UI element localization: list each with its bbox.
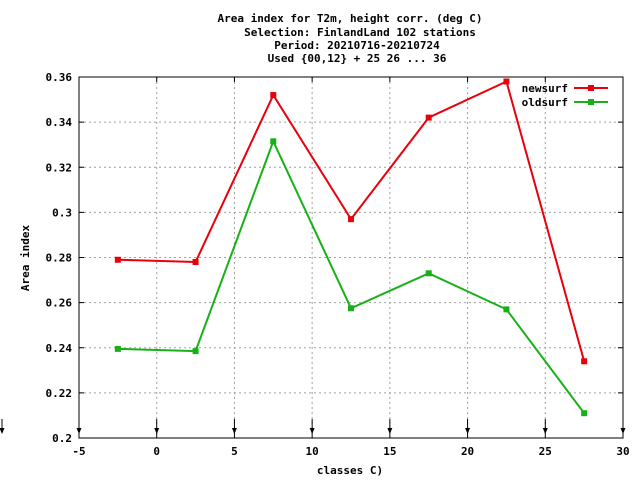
data-point-oldsurf <box>503 306 510 313</box>
legend-label: oldsurf <box>522 96 568 109</box>
x-tick-label: 5 <box>231 445 238 458</box>
title-line-3: Period: 20210716-20210724 <box>274 39 440 52</box>
x-arrow-head <box>465 428 471 434</box>
data-point-newsurf <box>425 114 432 121</box>
data-point-oldsurf <box>425 270 432 277</box>
legend-label: newsurf <box>522 82 568 95</box>
legend-swatch-marker <box>588 99 594 105</box>
series-line-oldsurf <box>117 138 585 414</box>
y-tick-label: 0.36 <box>46 71 73 84</box>
y-tick-label: 0.2 <box>52 432 72 445</box>
data-point-oldsurf <box>114 345 121 352</box>
series-group <box>114 78 588 417</box>
y-tick-label: 0.34 <box>46 116 73 129</box>
legend-swatch-marker <box>588 85 594 91</box>
data-point-oldsurf <box>192 348 199 355</box>
x-tick-label: 25 <box>539 445 552 458</box>
x-arrow-head <box>309 428 315 434</box>
title-line-1: Area index for T2m, height corr. (deg C) <box>218 12 483 25</box>
x-tick-label: 0 <box>153 445 160 458</box>
y-tick-label: 0.32 <box>46 161 73 174</box>
y-axis-label: Area index <box>19 225 32 292</box>
y-tick-label: 0.24 <box>46 342 73 355</box>
data-point-oldsurf <box>348 305 354 312</box>
x-arrow-head <box>542 428 548 434</box>
y-tick-label: 0.28 <box>46 252 73 265</box>
data-point-oldsurf <box>581 410 588 417</box>
plot-frame <box>78 76 624 439</box>
x-arrow-head <box>387 428 393 434</box>
title-line-4: Used {00,12} + 25 26 ... 36 <box>268 52 447 65</box>
title-line-2: Selection: FinlandLand 102 stations <box>244 26 476 39</box>
x-tick-label: 30 <box>616 445 629 458</box>
data-point-newsurf <box>581 358 588 365</box>
x-tick-label: 20 <box>461 445 474 458</box>
data-point-newsurf <box>192 259 199 266</box>
x-arrow-head <box>154 428 160 434</box>
y-tick-label: 0.3 <box>52 206 72 219</box>
data-point-newsurf <box>114 256 121 263</box>
x-tick-label: 10 <box>306 445 319 458</box>
x-tick-label: 15 <box>383 445 396 458</box>
y-axis-ticks: 0.2 0.22 0.24 0.26 0.28 0.3 0.32 0.34 0.36 <box>46 71 623 445</box>
data-point-newsurf <box>348 216 354 223</box>
grid <box>79 77 623 438</box>
chart-title: Area index for T2m, height corr. (deg C)… <box>218 12 483 65</box>
x-axis-ticks: -5 0 5 10 15 20 25 30 <box>0 77 630 458</box>
data-point-newsurf <box>270 92 277 99</box>
x-axis-label: classes C) <box>317 464 383 477</box>
data-point-newsurf <box>503 78 510 85</box>
x-arrow-head <box>0 428 5 434</box>
y-tick-label: 0.26 <box>46 297 73 310</box>
y-tick-label: 0.22 <box>46 387 73 400</box>
x-tick-label: -5 <box>72 445 85 458</box>
data-point-oldsurf <box>270 138 277 145</box>
x-arrow-head <box>231 428 237 434</box>
